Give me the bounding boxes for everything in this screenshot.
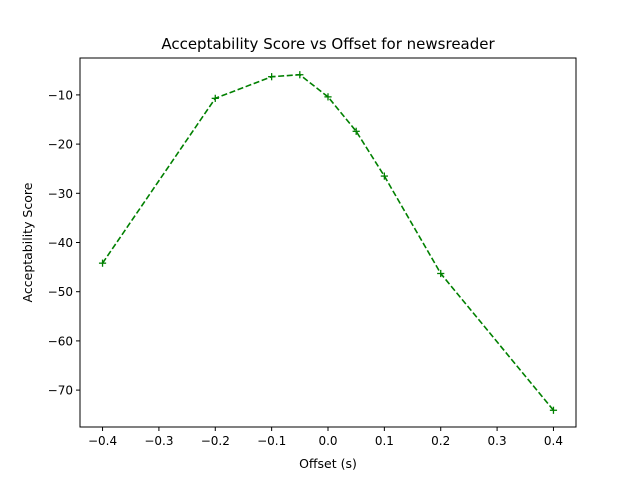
- axis-ticks: −0.4 −0.3 −0.2 −0.1 0.0 0.1 0.2 0.3 0.4 −10 −20 −30…: [48, 88, 563, 448]
- y-tick-label: −40: [48, 236, 73, 250]
- x-tick-label: −0.4: [88, 434, 117, 448]
- plot-area: [80, 58, 576, 427]
- data-point-marker: [268, 73, 276, 81]
- data-point-marker: [380, 172, 388, 180]
- series-layer: [98, 71, 558, 414]
- data-point-marker: [296, 71, 304, 79]
- x-tick-label: 0.0: [318, 434, 337, 448]
- data-point-marker: [549, 406, 558, 414]
- x-tick-label: −0.3: [144, 434, 173, 448]
- x-tick-label: −0.1: [257, 434, 286, 448]
- y-tick-label: −60: [48, 334, 73, 348]
- x-tick-label: 0.3: [488, 434, 507, 448]
- y-tick-label: −70: [48, 384, 73, 398]
- data-point-marker: [324, 93, 332, 101]
- data-point-marker: [211, 94, 219, 102]
- chart-title: Acceptability Score vs Offset for newsre…: [161, 35, 495, 53]
- y-tick-label: −20: [48, 138, 73, 152]
- y-tick-label: −50: [48, 285, 73, 299]
- data-point-marker: [352, 127, 360, 135]
- y-axis-label: Acceptability Score: [20, 182, 35, 302]
- y-tick-label: −30: [48, 187, 73, 201]
- x-tick-label: 0.4: [544, 434, 563, 448]
- y-tick-label: −10: [48, 88, 73, 102]
- plot-frame: [79, 57, 577, 428]
- x-axis-label: Offset (s): [299, 456, 357, 471]
- x-tick-label: 0.2: [431, 434, 450, 448]
- data-point-marker: [437, 269, 445, 278]
- x-tick-label: −0.2: [201, 434, 230, 448]
- data-point-marker: [98, 259, 107, 267]
- x-tick-label: 0.1: [375, 434, 394, 448]
